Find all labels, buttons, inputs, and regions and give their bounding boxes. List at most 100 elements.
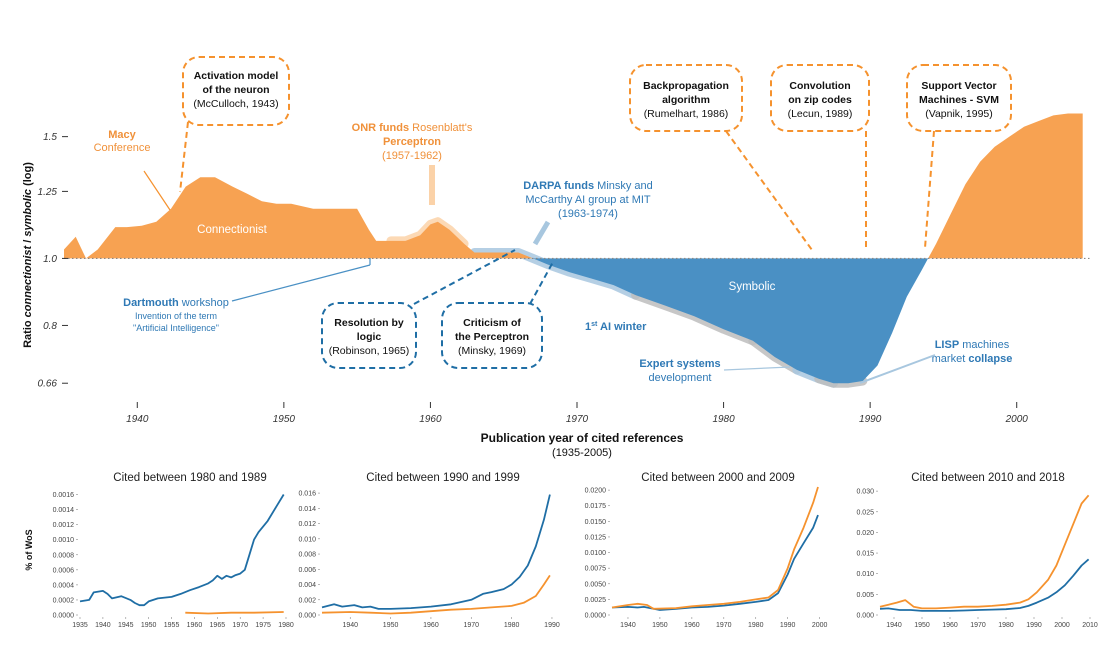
y-tick-label: 0.8 bbox=[43, 321, 57, 332]
panel-y-tick: 0.0016 bbox=[53, 492, 75, 499]
panel-y-tick: 0.0075 bbox=[585, 566, 607, 573]
onr-perceptron: Perceptron bbox=[383, 136, 441, 148]
panel-y-tick: 0.0012 bbox=[53, 522, 75, 529]
panel-title: Cited between 1990 and 1999 bbox=[366, 472, 519, 484]
resolution-connector bbox=[413, 249, 516, 305]
area-layer: Connectionist Symbolic bbox=[64, 113, 1083, 384]
criticism-box bbox=[441, 302, 543, 369]
panel-x-tick: 1950 bbox=[141, 622, 157, 629]
lisp-subtitle: market collapse bbox=[932, 353, 1013, 365]
lisp-title: LISP machines bbox=[935, 339, 1010, 351]
macy-title-part: Macy bbox=[108, 129, 136, 141]
svm-connector bbox=[924, 130, 935, 249]
x-axis-sublabel: (1935-2005) bbox=[552, 447, 612, 459]
x-tick-label: 1980 bbox=[712, 414, 735, 425]
panel-x-tick: 1980 bbox=[748, 622, 764, 629]
panel-y-tick: 0.0150 bbox=[585, 519, 607, 526]
onr-title-part: Rosenblatt's bbox=[409, 122, 473, 134]
panel-2: Cited between 1990 and 1999 0.000 0.002 0.0… bbox=[298, 472, 559, 629]
panel-y-tick: 0.005 bbox=[856, 592, 874, 599]
panel-y-tick: 0.0100 bbox=[585, 550, 607, 557]
panel-y-tick: 0.015 bbox=[856, 551, 874, 558]
activation-line: of the neuron bbox=[202, 84, 269, 96]
panel-x-tick: 1975 bbox=[255, 622, 271, 629]
panel-3: Cited between 2000 and 2009 0.0000 0.0025 0… bbox=[585, 472, 828, 629]
darpa-connector bbox=[532, 220, 551, 246]
panel-y-tick: 0.002 bbox=[298, 597, 316, 604]
small-multiples-layer: Cited between 1980 and 19890.00000.00020… bbox=[24, 472, 1098, 629]
panel-x-tick: 1990 bbox=[544, 622, 560, 629]
symbolic-area bbox=[64, 258, 1083, 384]
annotation-layer: Activation model of the neuron (McCulloch,… bbox=[94, 56, 1013, 384]
darpa-title-part: Minsky and bbox=[594, 180, 653, 192]
panel-y-tick: 0.008 bbox=[298, 552, 316, 559]
svm-line: Machines - SVM bbox=[919, 94, 999, 106]
activation-line: (McCulloch, 1943) bbox=[193, 98, 278, 110]
macy-connector bbox=[143, 170, 171, 211]
panel-x-tick: 1980 bbox=[998, 622, 1014, 629]
panel-y-tick: 0.004 bbox=[298, 582, 316, 589]
axes-layer: 1.5 1.25 1.0 0.8 0.66 1940 1950 1960 1970 1980 199… bbox=[22, 132, 1090, 459]
y-axis-label-part: symbolic bbox=[22, 189, 34, 237]
panel-y-tick: 0.000 bbox=[298, 613, 316, 620]
lisp-title-part: LISP bbox=[935, 339, 959, 351]
convolution-line: Convolution bbox=[789, 80, 850, 92]
resolution-line: logic bbox=[357, 331, 382, 343]
convolution-line: (Lecun, 1989) bbox=[788, 108, 853, 120]
criticism-line: (Minsky, 1969) bbox=[458, 345, 526, 357]
panel-x-tick: 1970 bbox=[463, 622, 479, 629]
symbolic-label: Symbolic bbox=[729, 281, 776, 293]
expert-connector bbox=[723, 366, 791, 371]
panel-x-tick: 2000 bbox=[812, 622, 828, 629]
x-axis-label: Publication year of cited references bbox=[481, 431, 684, 445]
x-tick-label: 1960 bbox=[419, 414, 442, 425]
convolution-line: on zip codes bbox=[788, 94, 852, 106]
panel-y-tick: 0.030 bbox=[856, 489, 874, 496]
panel-y-tick: 0.0025 bbox=[585, 597, 607, 604]
darpa-line2: McCarthy AI group at MIT bbox=[525, 194, 651, 206]
panel-y-tick: 0.0125 bbox=[585, 534, 607, 541]
panel-y-tick: 0.0000 bbox=[53, 613, 75, 620]
lisp-connector bbox=[859, 354, 936, 384]
y-axis-label-part: connectionist bbox=[22, 245, 34, 318]
panel-y-tick: 0.0006 bbox=[53, 567, 75, 574]
dartmouth-line3: "Artificial Intelligence" bbox=[133, 323, 219, 333]
lisp-title-part: machines bbox=[959, 339, 1010, 351]
panel-1: Cited between 1980 and 1989 0.0000 0.0002 0… bbox=[24, 472, 294, 629]
panel-x-tick: 1940 bbox=[342, 622, 358, 629]
panel-x-tick: 1960 bbox=[684, 622, 700, 629]
darpa-title: DARPA funds Minsky and bbox=[523, 180, 653, 192]
panel-x-tick: 1970 bbox=[970, 622, 986, 629]
onr-years: (1957-1962) bbox=[382, 150, 442, 162]
panel-y-tick: 0.010 bbox=[298, 536, 316, 543]
panel-y-tick: 0.0014 bbox=[53, 507, 75, 514]
ai-winter-label: 1st AI winter bbox=[585, 321, 647, 333]
svm-box bbox=[906, 64, 1012, 132]
panel-y-tick: 0.016 bbox=[298, 491, 316, 498]
panel-series-orange bbox=[879, 494, 1090, 610]
darpa-years: (1963-1974) bbox=[558, 208, 618, 220]
onr-title-part: ONR funds bbox=[352, 122, 409, 134]
panel-series-orange bbox=[611, 486, 819, 610]
panel-y-tick: 0.014 bbox=[298, 506, 316, 513]
panel-y-label: % of WoS bbox=[24, 529, 34, 570]
panel-y-tick: 0.020 bbox=[856, 530, 874, 537]
panel-x-tick: 1980 bbox=[278, 622, 294, 629]
panel-series-orange bbox=[185, 611, 284, 615]
panel-x-tick: 1950 bbox=[652, 622, 668, 629]
panel-y-tick: 0.0002 bbox=[53, 597, 75, 604]
panel-x-tick: 1980 bbox=[504, 622, 520, 629]
y-axis-label: Ratio connectionist / symbolic (log) bbox=[22, 162, 34, 348]
panel-y-tick: 0.010 bbox=[856, 571, 874, 578]
panel-series-blue bbox=[879, 558, 1090, 612]
panel-x-tick: 1960 bbox=[423, 622, 439, 629]
panel-x-tick: 2000 bbox=[1054, 622, 1070, 629]
panel-y-tick: 0.006 bbox=[298, 567, 316, 574]
resolution-line: (Robinson, 1965) bbox=[329, 345, 410, 357]
convolution-box bbox=[770, 64, 870, 132]
dartmouth-title-part: Dartmouth bbox=[123, 297, 179, 309]
criticism-line: the Perceptron bbox=[455, 331, 529, 343]
panel-x-tick: 1965 bbox=[210, 622, 226, 629]
activation-line: Activation model bbox=[194, 70, 279, 82]
